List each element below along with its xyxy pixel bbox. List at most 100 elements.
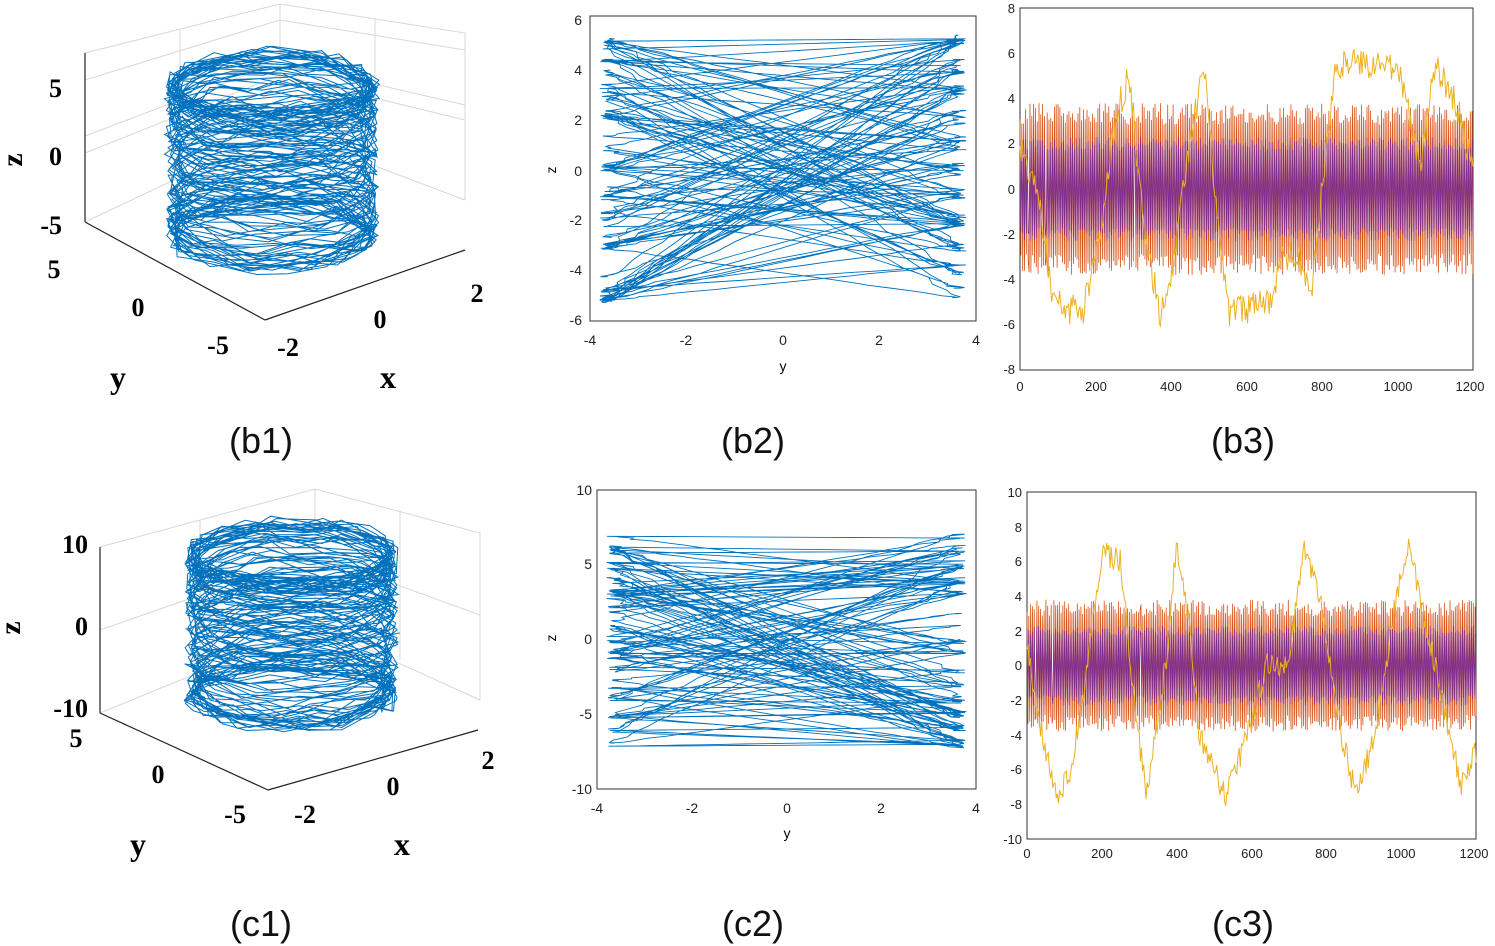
chart-c2-projection: 10 5 0 -5 -10 z -4 -2 0 2 4 y [543,482,980,841]
b1-x-tick-1: 0 [374,305,387,334]
b3-x-tick-5: 1000 [1384,379,1413,394]
c3-x-tick-4: 800 [1315,846,1337,861]
c2-y-tick-4: 10 [576,482,592,498]
b3-y-tick-5: 2 [1008,136,1015,151]
b3-series [1019,49,1474,328]
b3-x-tick-0: 0 [1016,379,1023,394]
b2-y-tick-2: -2 [570,212,583,228]
c2-trajectory [606,533,968,749]
b3-y-tick-0: -8 [1003,362,1015,377]
b1-y-label: y [110,359,126,395]
c3-series-1 [1026,625,1477,706]
c1-y-tick-0: 5 [70,724,83,753]
chart-b3-timeseries: 8 6 4 2 0 -2 -4 -6 -8 0 200 400 600 800 … [1003,1,1484,394]
b3-y-tick-1: -6 [1003,317,1015,332]
c3-y-tick-4: -2 [1010,693,1022,708]
b2-x-tick-4: 4 [972,332,980,348]
b1-trajectory [163,45,381,276]
b2-x-tick-1: -2 [680,332,693,348]
c3-y-tick-3: -4 [1010,728,1022,743]
b3-x-tick-3: 600 [1236,379,1258,394]
c1-y-label: y [130,826,146,862]
c1-axes [99,547,479,791]
c2-y-tick-3: 5 [584,556,592,572]
c3-x-ticks: 0 200 400 600 800 1000 1200 [1023,846,1488,861]
chart-c1-3d: 10 0 -10 z 5 0 -5 y -2 0 2 x [0,488,495,862]
c3-x-tick-5: 1000 [1387,846,1416,861]
b2-y-tick-3: 0 [574,163,582,179]
b2-y-tick-0: -6 [570,312,583,328]
caption-c1: (c1) [230,903,292,944]
b3-y-tick-8: 8 [1008,1,1015,16]
c3-y-tick-8: 6 [1015,554,1022,569]
b2-y-tick-5: 4 [574,62,582,78]
c3-series-2 [1026,538,1477,806]
c2-x-tick-0: -4 [591,800,604,816]
c3-x-tick-3: 600 [1241,846,1263,861]
b2-y-tick-6: 6 [574,12,582,28]
c1-z-tick-1: 0 [75,612,88,641]
b3-series-1 [1019,136,1474,241]
c1-x-label: x [394,826,410,862]
c2-y-tick-0: -10 [572,781,592,797]
c1-x-tick-1: 0 [387,772,400,801]
b2-y-label: z [543,167,559,174]
b2-y-tick-1: -4 [570,262,583,278]
caption-c2: (c2) [722,903,784,944]
b2-x-label: y [780,358,787,374]
c1-z-tick-2: -10 [53,694,88,723]
b2-y-tick-4: 2 [574,112,582,128]
b1-x-tick-2: 2 [471,279,484,308]
c2-x-tick-3: 2 [877,800,885,816]
caption-b1: (b1) [228,420,294,461]
b2-x-ticks: -4 -2 0 2 4 [584,332,980,348]
c2-x-tick-2: 0 [783,800,791,816]
c2-y-label: z [543,635,559,642]
b3-y-tick-7: 6 [1008,46,1015,61]
caption-c3: (c3) [1212,903,1274,944]
c3-x-tick-1: 200 [1091,846,1113,861]
c1-trajectory [183,515,400,733]
b3-x-tick-2: 400 [1160,379,1182,394]
c1-y-tick-2: -5 [224,800,246,829]
b1-x-tick-0: -2 [277,333,299,362]
caption-b2: (b2) [720,420,786,461]
b1-x-label: x [380,359,396,395]
c1-y-tick-1: 0 [152,760,165,789]
c1-z-label: z [0,621,27,634]
b2-y-ticks: 6 4 2 0 -2 -4 -6 [570,12,583,328]
b3-y-tick-4: 0 [1008,182,1015,197]
b1-y-tick-2: -5 [207,331,229,360]
b1-y-tick-0: 5 [48,255,61,284]
c2-y-ticks: 10 5 0 -5 -10 [572,482,592,797]
b3-y-tick-3: -2 [1003,227,1015,242]
c2-x-tick-1: -2 [686,800,699,816]
c3-y-tick-0: -10 [1003,832,1022,847]
b1-z-tick-1: 0 [49,142,62,171]
c2-x-tick-4: 4 [972,800,980,816]
b3-x-ticks: 0 200 400 600 800 1000 1200 [1016,379,1484,394]
b1-z-tick-2: -5 [40,211,62,240]
c1-x-tick-0: -2 [294,800,316,829]
c2-y-tick-2: 0 [584,631,592,647]
c1-x-tick-2: 2 [482,746,495,775]
c3-y-tick-2: -6 [1010,762,1022,777]
b3-y-tick-6: 4 [1008,91,1015,106]
c2-y-tick-1: -5 [580,706,593,722]
c3-y-tick-5: 0 [1015,658,1022,673]
b3-x-tick-1: 200 [1085,379,1107,394]
chart-c3-timeseries: 10 8 6 4 2 0 -2 -4 -6 -8 -10 0 200 400 6… [1003,485,1488,861]
b3-series-2 [1019,49,1474,328]
b1-axes [84,53,466,321]
b1-y-tick-1: 0 [132,293,145,322]
c3-y-ticks: 10 8 6 4 2 0 -2 -4 -6 -8 -10 [1003,485,1022,847]
b3-y-ticks: 8 6 4 2 0 -2 -4 -6 -8 [1003,1,1015,377]
c3-x-tick-0: 0 [1023,846,1030,861]
b2-x-tick-2: 0 [779,332,787,348]
caption-b3: (b3) [1210,420,1276,461]
chart-b1-3d: 5 0 -5 z 5 0 -5 y -2 0 2 x [0,3,484,395]
c2-x-ticks: -4 -2 0 2 4 [591,800,980,816]
b3-plot-frame [1019,7,1474,371]
b3-y-tick-2: -4 [1003,272,1015,287]
c3-x-tick-6: 1200 [1460,846,1489,861]
